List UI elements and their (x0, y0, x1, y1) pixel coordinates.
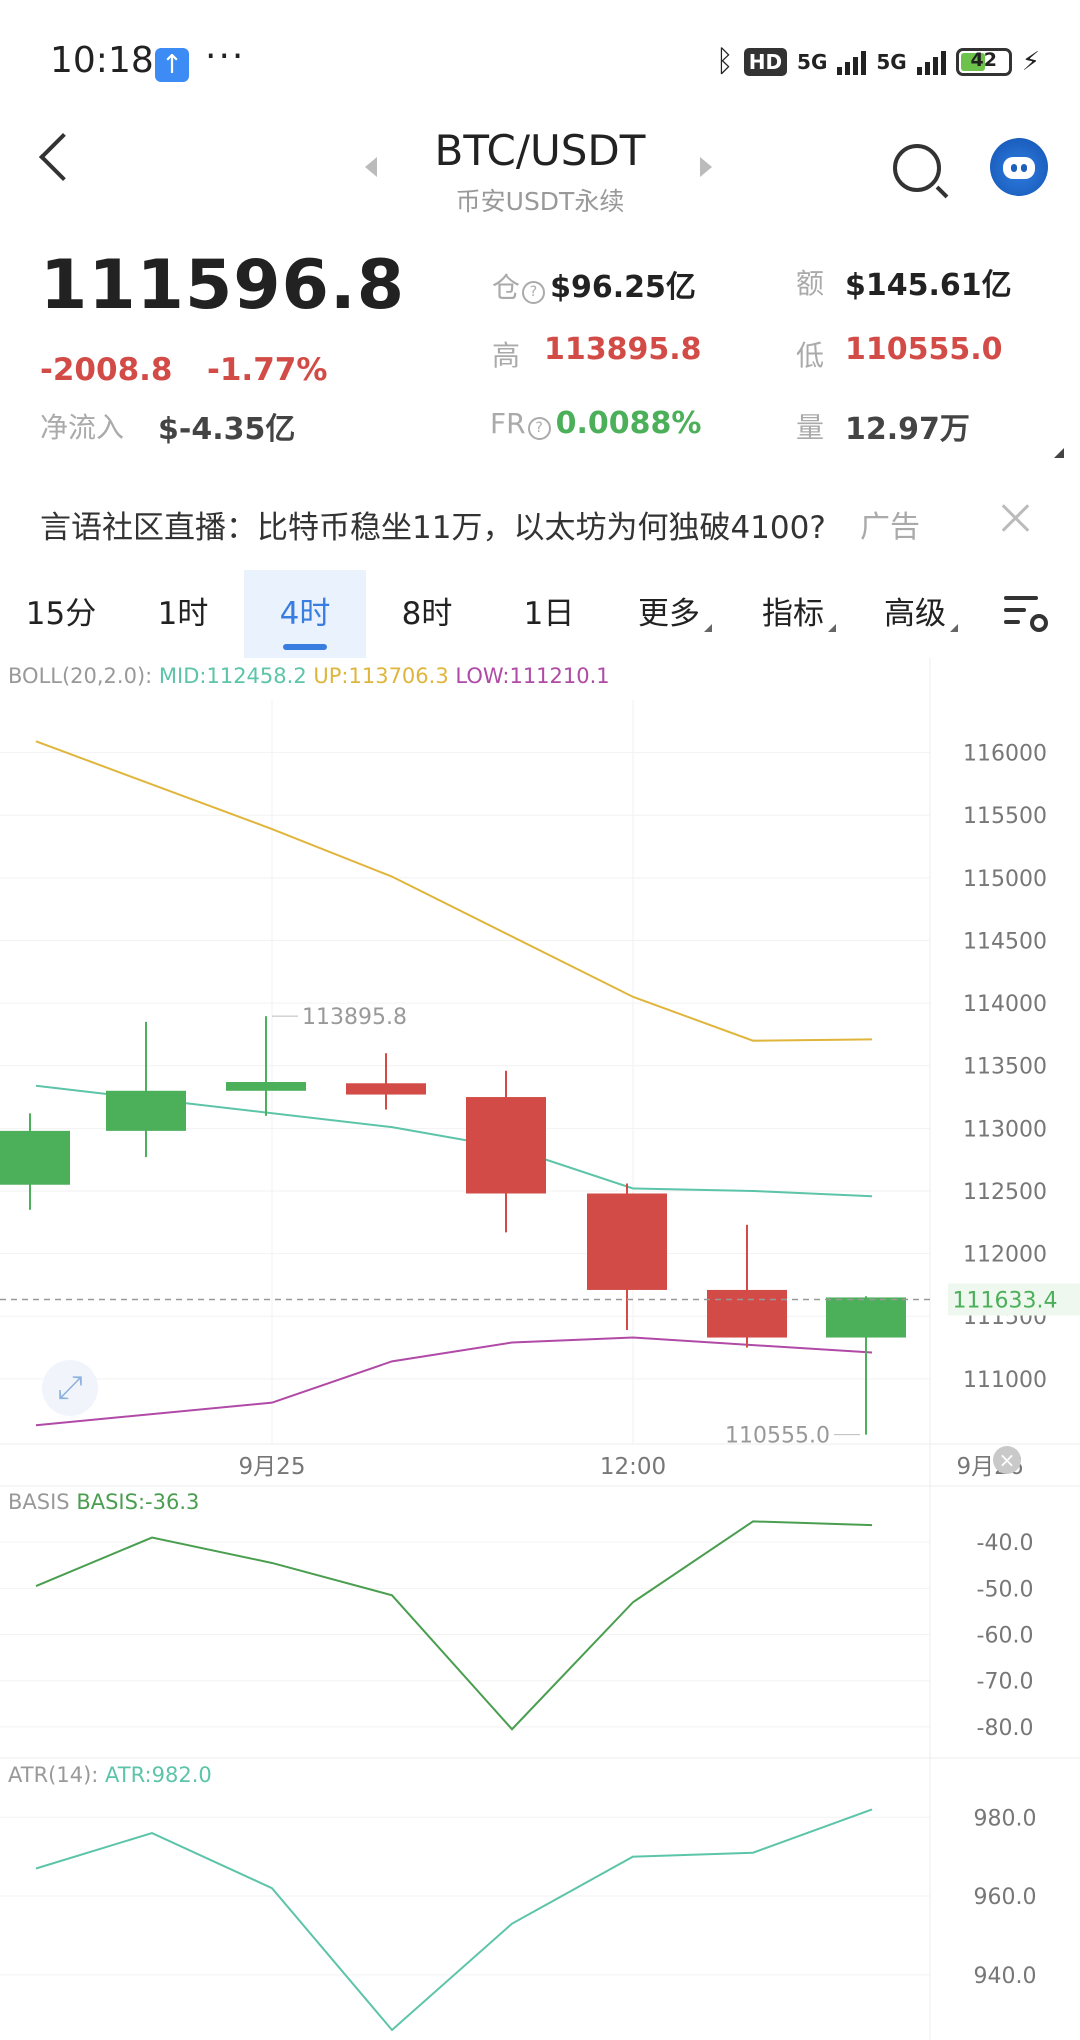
y-tick-label: 940.0 (974, 1964, 1037, 1989)
high-label: 高 (492, 339, 521, 372)
y-tick-label: 112500 (963, 1180, 1047, 1205)
y-tick-label: 113500 (963, 1055, 1047, 1080)
tab-1d[interactable]: 1日 (523, 596, 575, 632)
high-annotation: 113895.8 (302, 1005, 407, 1030)
y-tick-label: 114500 (963, 929, 1047, 954)
y-tick-label: 113000 (963, 1117, 1047, 1142)
tab-more[interactable]: 更多 (612, 570, 738, 658)
y-tick-label: -40.0 (977, 1531, 1034, 1556)
hd-voice-icon: HD (743, 47, 788, 76)
y-tick-label: 114000 (963, 992, 1047, 1017)
y-tick-label: 115500 (963, 804, 1047, 829)
funding-rate: FR? 0.0088% (490, 406, 702, 441)
candle-body (826, 1297, 906, 1338)
y-tick-label: 980.0 (974, 1806, 1037, 1831)
close-icon[interactable] (998, 500, 1034, 536)
candle-body (466, 1097, 546, 1194)
atr-line (35, 1808, 873, 2032)
turnover-value: $145.61亿 (845, 268, 1012, 303)
help-icon: ? (522, 281, 546, 304)
candle-body (587, 1193, 667, 1290)
pair-title[interactable]: BTC/USDT (434, 126, 646, 175)
high-value: 113895.8 (544, 332, 702, 367)
candle-body (346, 1083, 426, 1095)
search-icon[interactable] (893, 144, 941, 192)
volume-label: 量 (796, 411, 825, 444)
chart-settings-icon[interactable] (1004, 596, 1048, 632)
price-change: -2008.8 (40, 352, 173, 388)
battery-icon: 42 (955, 47, 1012, 76)
prev-pair-icon[interactable] (365, 157, 377, 177)
signal-icon (916, 49, 946, 75)
current-price-label: 111633.4 (953, 1289, 1058, 1314)
upload-arrow-icon: ↑ (155, 48, 189, 82)
low-label: 低 (796, 339, 825, 372)
y-tick-label: 111000 (963, 1368, 1047, 1393)
tab-1h[interactable]: 1时 (157, 596, 209, 632)
assistant-avatar-icon[interactable] (990, 138, 1048, 196)
last-price: 111596.8 (40, 246, 406, 325)
y-tick-label: -50.0 (977, 1577, 1034, 1602)
y-tick-label: 112000 (963, 1243, 1047, 1268)
low-value: 110555.0 (845, 332, 1003, 367)
kline-chart[interactable]: 116000 115500 115000 114500 114000 113500 1130… (0, 658, 1080, 2040)
y-tick-label: -70.0 (977, 1670, 1034, 1695)
fullscreen-icon[interactable] (42, 1360, 98, 1416)
help-icon: ? (527, 417, 551, 440)
tab-indicators[interactable]: 指标 (738, 570, 860, 658)
basis-line (35, 1520, 873, 1731)
candle-body (707, 1289, 787, 1338)
signal-icon (837, 49, 867, 75)
charging-icon: ⚡ (1021, 46, 1040, 77)
y-tick-label: 960.0 (974, 1885, 1037, 1910)
candle-body (106, 1090, 186, 1131)
next-pair-icon[interactable] (700, 157, 712, 177)
x-tick-label: 12:00 (600, 1454, 666, 1480)
boll-legend: BOLL(20,2.0): MID:112458.2 UP:113706.3 L… (8, 664, 610, 688)
boll-upper-line (35, 740, 873, 1042)
y-tick-label: 116000 (963, 742, 1047, 767)
turnover-label: 额 (796, 267, 825, 300)
net-inflow-label: 净流入 (40, 411, 125, 444)
net-inflow-value: $-4.35亿 (158, 412, 296, 447)
ad-tag: 广告 (860, 510, 920, 545)
timeframe-tabs: 15分 1时 4时 8时 1日 更多 指标 高级 (0, 570, 1080, 658)
x-tick-label: 9月25 (239, 1454, 306, 1480)
status-indicators: ᛒ HD 5G 5G 42 ⚡ (716, 44, 1040, 79)
status-time: 10:18 (50, 40, 154, 81)
atr-legend: ATR(14): ATR:982.0 (8, 1763, 212, 1787)
network-type-1: 5G (797, 49, 828, 74)
pair-subtitle: 币安USDT永续 (455, 187, 625, 216)
price-change-percent: -1.77% (207, 352, 328, 388)
candle-body (226, 1082, 306, 1091)
network-type-2: 5G (876, 49, 907, 74)
ad-text[interactable]: 言语社区直播：比特币稳坐11万，以太坊为何独破4100? (40, 510, 826, 546)
candle-body (0, 1130, 70, 1185)
tab-4h[interactable]: 4时 (244, 570, 366, 658)
expand-stats-icon[interactable] (1054, 448, 1064, 458)
y-tick-label: -60.0 (977, 1624, 1034, 1649)
volume-value: 12.97万 (845, 412, 970, 447)
reset-scroll-icon[interactable]: × (993, 1446, 1021, 1474)
current-price-tag (948, 1283, 1080, 1316)
y-tick-label: 115000 (963, 867, 1047, 892)
basis-legend: BASIS BASIS:-36.3 (8, 1490, 200, 1514)
bluetooth-icon: ᛒ (715, 44, 734, 79)
back-icon[interactable] (38, 132, 88, 182)
boll-lower-line (35, 1336, 873, 1427)
open-interest: 仓? $96.25亿 (492, 270, 696, 305)
boll-mid-line (35, 1084, 873, 1198)
low-annotation: 110555.0 (725, 1424, 830, 1449)
tab-advanced[interactable]: 高级 (860, 570, 982, 658)
y-tick-label: -80.0 (977, 1716, 1034, 1741)
more-notifications-icon: ··· (205, 36, 246, 77)
tab-15m[interactable]: 15分 (25, 596, 97, 632)
tab-8h[interactable]: 8时 (401, 596, 453, 632)
